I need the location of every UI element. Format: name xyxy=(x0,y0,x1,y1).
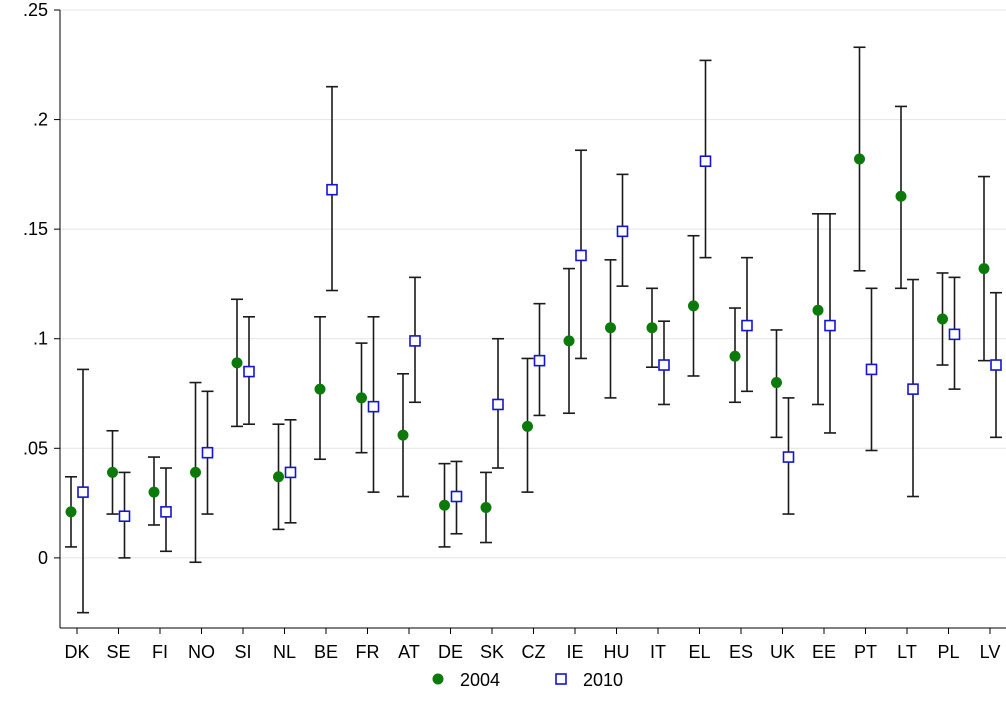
point-2010 xyxy=(118,510,131,523)
legend-label-2010: 2010 xyxy=(583,670,623,690)
point-2010 xyxy=(77,486,89,498)
point-2004 xyxy=(812,304,824,316)
point-2010 xyxy=(533,354,546,367)
point-2004 xyxy=(314,383,326,395)
point-2010 xyxy=(948,328,961,341)
point-2004 xyxy=(190,466,201,478)
x-tick-label: DE xyxy=(438,642,463,662)
x-tick-label: UK xyxy=(770,642,795,662)
point-2004 xyxy=(65,506,77,518)
x-tick-label: HU xyxy=(604,642,630,662)
point-2004 xyxy=(107,466,118,478)
point-2010 xyxy=(824,319,836,332)
x-tick-label: NL xyxy=(273,642,296,662)
point-2004 xyxy=(937,313,948,325)
point-2004 xyxy=(771,377,782,389)
x-tick-label: FR xyxy=(356,642,380,662)
point-2010 xyxy=(450,490,463,503)
point-2004 xyxy=(148,486,160,498)
point-2004 xyxy=(729,350,741,362)
x-tick-label: SI xyxy=(234,642,251,662)
x-tick-label: IE xyxy=(566,642,583,662)
x-tick-label: LT xyxy=(897,642,917,662)
point-2010 xyxy=(492,398,504,411)
point-2004 xyxy=(273,471,284,483)
point-2004 xyxy=(563,335,575,347)
point-2010 xyxy=(699,155,712,168)
y-tick-label: .15 xyxy=(23,219,48,239)
y-tick-label: 0 xyxy=(38,548,48,568)
point-2010 xyxy=(658,359,670,371)
y-tick-label: .05 xyxy=(23,438,48,458)
y-tick-label: .25 xyxy=(23,0,48,20)
x-tick-label: FI xyxy=(152,642,168,662)
point-2010 xyxy=(865,363,878,376)
point-2010 xyxy=(367,400,380,413)
point-2010 xyxy=(284,466,297,479)
point-2004 xyxy=(646,322,658,334)
x-tick-label: EL xyxy=(688,642,710,662)
point-2010 xyxy=(616,225,629,238)
point-2010 xyxy=(990,359,1002,371)
legend: 2004 2010 xyxy=(432,670,623,690)
x-tick-label: EE xyxy=(812,642,836,662)
x-tick-label: SE xyxy=(106,642,130,662)
point-2004 xyxy=(356,392,367,404)
point-2004 xyxy=(439,499,450,511)
x-tick-label: SK xyxy=(480,642,504,662)
x-tick-label: PT xyxy=(854,642,877,662)
x-tick-label: CZ xyxy=(522,642,546,662)
point-2010 xyxy=(409,335,421,347)
x-tick-label: DK xyxy=(64,642,89,662)
x-tick-label: NO xyxy=(188,642,215,662)
gridlines xyxy=(60,9,1006,559)
legend-label-2004: 2004 xyxy=(460,670,500,690)
point-2010 xyxy=(741,319,753,332)
data-markers xyxy=(65,153,1002,523)
point-2010 xyxy=(782,451,795,463)
x-tick-label: ES xyxy=(729,642,753,662)
point-2004 xyxy=(397,429,409,441)
x-tick-label: AT xyxy=(398,642,420,662)
axes: 0 .05 .1 .15 .2 .25 DK SE FI NO SI NL BE FR AT DE SK CZ IE… xyxy=(23,0,1006,662)
point-2010 xyxy=(907,383,919,395)
point-2004 xyxy=(231,357,243,369)
y-tick-label: .2 xyxy=(33,110,48,130)
x-tick-label: IT xyxy=(650,642,666,662)
point-2004 xyxy=(688,300,699,312)
point-2004 xyxy=(480,501,492,513)
x-tick-label: PL xyxy=(937,642,959,662)
x-tick-label: LV xyxy=(980,642,1001,662)
point-2004 xyxy=(895,190,907,202)
point-2010 xyxy=(326,183,338,196)
point-2010 xyxy=(160,506,172,518)
x-tick-label: BE xyxy=(314,642,338,662)
legend-marker-2004 xyxy=(432,673,444,685)
point-2010 xyxy=(201,446,214,459)
point-2004 xyxy=(854,153,865,165)
point-2010 xyxy=(243,365,255,378)
point-2010 xyxy=(575,249,587,262)
point-2004 xyxy=(522,420,533,432)
point-2004 xyxy=(978,263,990,275)
legend-marker-2010 xyxy=(555,673,567,685)
y-tick-label: .1 xyxy=(33,329,48,349)
point-2004 xyxy=(605,322,616,334)
